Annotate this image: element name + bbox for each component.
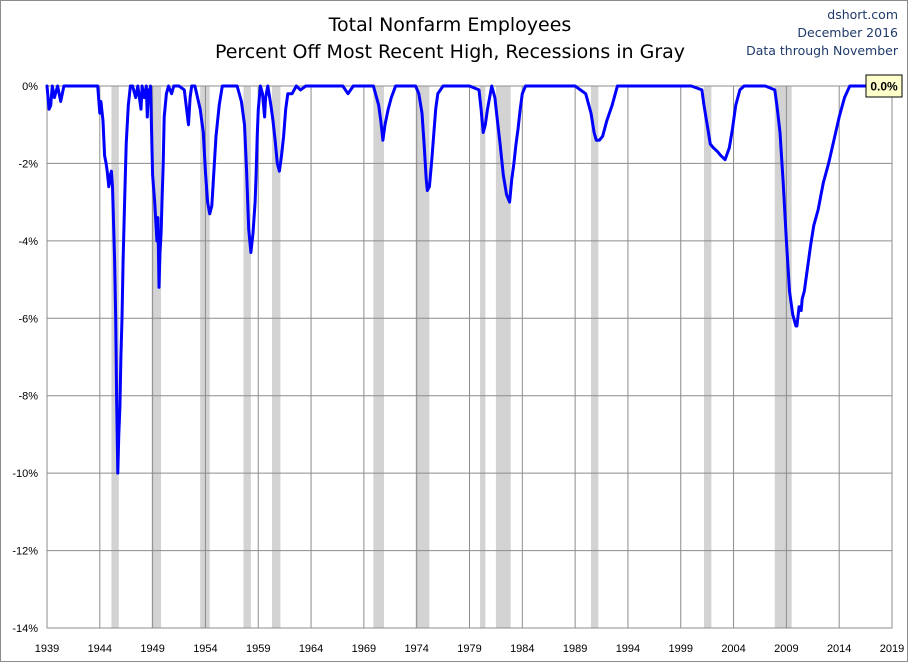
series-line-0 <box>45 84 872 475</box>
x-tick-label-0: 1939 <box>35 643 59 655</box>
x-tick-label-12: 1999 <box>669 643 693 655</box>
x-tick-label-1: 1944 <box>88 643 112 655</box>
y-tick-label-5: -10% <box>12 468 38 480</box>
x-tick-label-16: 2019 <box>880 643 904 655</box>
chart-title-line1: Total Nonfarm Employees <box>328 14 572 36</box>
recession-band-5 <box>373 86 384 628</box>
latest-value-callout <box>865 74 903 98</box>
y-tick-label-6: -12% <box>12 546 38 558</box>
x-tick-label-5: 1964 <box>299 643 323 655</box>
chart-title-line2: Percent Off Most Recent High, Recessions… <box>214 41 686 63</box>
x-tick-label-4: 1959 <box>246 643 270 655</box>
recession-band-11 <box>774 86 792 628</box>
recession-band-1 <box>151 86 162 628</box>
y-tick-label-4: -8% <box>18 391 38 403</box>
source-label: dshort.com <box>827 7 898 22</box>
recession-band-3 <box>243 86 251 628</box>
x-tick-label-9: 1984 <box>510 643 534 655</box>
y-tick-label-2: -4% <box>18 236 38 248</box>
recession-band-7 <box>480 86 486 628</box>
date-label: December 2016 <box>797 25 898 40</box>
x-tick-label-2: 1949 <box>140 643 164 655</box>
x-tick-label-11: 1994 <box>616 643 640 655</box>
x-tick-label-7: 1974 <box>404 643 428 655</box>
y-tick-label-0: 0% <box>22 81 38 93</box>
recession-band-6 <box>415 86 430 628</box>
recession-band-4 <box>271 86 281 628</box>
x-tick-label-6: 1969 <box>352 643 376 655</box>
recession-band-8 <box>495 86 511 628</box>
latest-value-label: 0.0% <box>870 80 898 94</box>
y-tick-label-3: -6% <box>18 313 38 325</box>
recession-band-2 <box>200 86 210 628</box>
x-tick-label-15: 2014 <box>827 643 851 655</box>
y-tick-label-7: -14% <box>12 623 38 635</box>
recession-band-9 <box>590 86 599 628</box>
x-tick-label-13: 2004 <box>721 643 745 655</box>
recession-band-10 <box>703 86 712 628</box>
data-through-label: Data through November <box>746 43 898 58</box>
x-tick-label-10: 1989 <box>563 643 587 655</box>
x-tick-label-3: 1954 <box>193 643 217 655</box>
x-tick-label-8: 1979 <box>457 643 481 655</box>
x-tick-label-14: 2009 <box>774 643 798 655</box>
y-tick-label-1: -2% <box>18 158 38 170</box>
